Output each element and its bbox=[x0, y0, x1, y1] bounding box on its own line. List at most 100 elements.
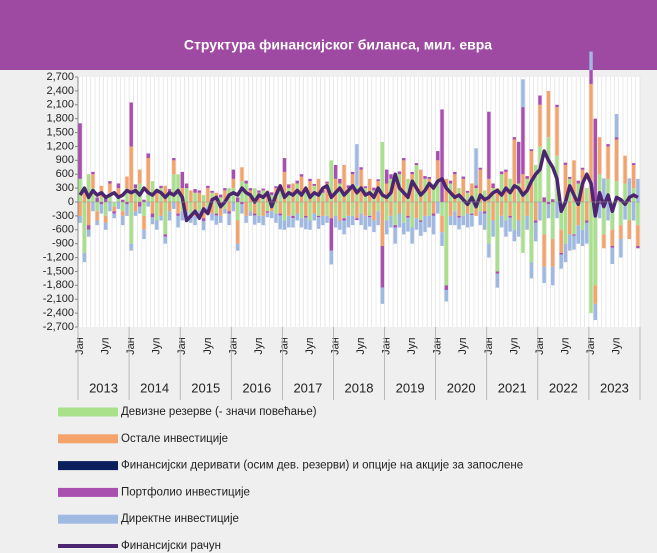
x-tick-label: Јул bbox=[100, 337, 112, 354]
bar-segment bbox=[384, 220, 389, 235]
bar-segment bbox=[163, 234, 167, 237]
y-tick-label: -1,500 bbox=[43, 265, 74, 277]
bar-segment bbox=[487, 111, 491, 179]
legend-label: Остале инвестиције bbox=[121, 433, 228, 445]
bar-segment bbox=[440, 202, 444, 216]
x-tick-label: Јул bbox=[457, 337, 469, 354]
bar-segment bbox=[419, 169, 423, 202]
x-tick-label: Јан bbox=[534, 337, 546, 355]
bar-segment bbox=[95, 197, 99, 202]
bar-segment bbox=[274, 202, 278, 214]
bar-segment bbox=[244, 202, 248, 216]
bar-segment bbox=[99, 204, 104, 214]
bar-segment bbox=[346, 202, 351, 216]
bar-segment bbox=[495, 188, 500, 202]
bar-segment bbox=[150, 181, 155, 202]
bar-segment bbox=[227, 211, 231, 214]
bar-segment bbox=[546, 137, 551, 202]
bar-segment bbox=[499, 174, 504, 202]
bar-segment bbox=[610, 229, 615, 246]
bar-segment bbox=[274, 213, 278, 223]
y-tick-label: 1,800 bbox=[46, 113, 74, 125]
bar-segment bbox=[529, 149, 534, 152]
x-tick-label: Јул bbox=[253, 337, 265, 354]
bar-segment bbox=[252, 213, 257, 216]
x-tick-label: Јан bbox=[125, 337, 137, 355]
bar-segment bbox=[121, 199, 125, 202]
bar-segment bbox=[363, 186, 368, 189]
bar-segment bbox=[304, 202, 308, 216]
bar-segment bbox=[384, 202, 389, 221]
bar-segment bbox=[580, 202, 585, 230]
bar-segment bbox=[223, 202, 227, 209]
bar-segment bbox=[389, 215, 393, 228]
bar-segment bbox=[316, 217, 321, 229]
bar-segment bbox=[282, 158, 287, 172]
bar-segment bbox=[593, 118, 597, 202]
bar-segment bbox=[159, 202, 163, 216]
x-tick-label: Јул bbox=[355, 337, 367, 354]
year-label: 2023 bbox=[600, 380, 629, 395]
bar-segment bbox=[235, 243, 240, 251]
bar-segment bbox=[606, 144, 610, 147]
bar-segment bbox=[78, 215, 82, 223]
bar-segment bbox=[257, 215, 261, 223]
bar-segment bbox=[299, 176, 304, 202]
legend-swatch bbox=[58, 487, 118, 497]
legend-swatch bbox=[58, 461, 118, 471]
bar-segment bbox=[363, 215, 368, 230]
bar-segment bbox=[397, 213, 402, 228]
bar-segment bbox=[240, 181, 244, 202]
bar-segment bbox=[376, 211, 380, 226]
bar-segment bbox=[282, 171, 287, 202]
bar-segment bbox=[240, 202, 244, 205]
bar-segment bbox=[150, 213, 155, 218]
legend-label: Финансијски деривати (осим дев. резерви)… bbox=[121, 460, 523, 472]
bar-segment bbox=[393, 202, 397, 226]
bar-segment bbox=[261, 188, 265, 191]
bar-segment bbox=[223, 208, 227, 214]
bar-segment bbox=[555, 104, 559, 108]
bar-segment bbox=[623, 203, 627, 220]
bar-segment bbox=[393, 178, 397, 202]
bar-segment bbox=[457, 217, 461, 230]
bar-segment bbox=[252, 215, 257, 225]
bar-segment bbox=[461, 202, 466, 216]
bar-segment bbox=[627, 178, 632, 200]
bar-segment bbox=[121, 202, 125, 212]
bar-segment bbox=[559, 254, 563, 269]
bar-segment bbox=[133, 188, 138, 202]
bar-segment bbox=[176, 202, 180, 214]
bar-segment bbox=[325, 181, 329, 184]
bar-segment bbox=[461, 215, 466, 226]
year-label: 2021 bbox=[498, 380, 527, 395]
bar-segment bbox=[576, 183, 580, 202]
bar-segment bbox=[610, 245, 615, 248]
bar-segment bbox=[410, 202, 414, 228]
bar-segment bbox=[176, 174, 180, 202]
bar-segment bbox=[86, 202, 91, 226]
bar-segment bbox=[410, 227, 414, 244]
bar-segment bbox=[163, 236, 167, 244]
bar-segment bbox=[189, 218, 193, 223]
bar-segment bbox=[270, 211, 274, 219]
x-tick-label: Јул bbox=[151, 337, 163, 354]
bar-segment bbox=[631, 202, 636, 221]
bar-segment bbox=[278, 202, 282, 214]
bar-segment bbox=[597, 204, 602, 219]
bar-segment bbox=[287, 184, 291, 189]
bar-segment bbox=[602, 178, 606, 200]
bar-segment bbox=[112, 213, 116, 219]
bar-segment bbox=[470, 202, 474, 214]
x-tick-label: Јан bbox=[227, 337, 239, 355]
bar-segment bbox=[363, 202, 368, 216]
bar-segment bbox=[155, 202, 159, 221]
y-tick-label: 300 bbox=[56, 182, 74, 194]
bar-segment bbox=[482, 211, 487, 214]
bar-segment bbox=[440, 232, 444, 246]
bar-segment bbox=[350, 171, 355, 175]
bar-segment bbox=[516, 183, 521, 202]
bar-segment bbox=[231, 202, 236, 212]
bar-segment bbox=[116, 188, 121, 196]
bar-segment bbox=[180, 171, 185, 189]
